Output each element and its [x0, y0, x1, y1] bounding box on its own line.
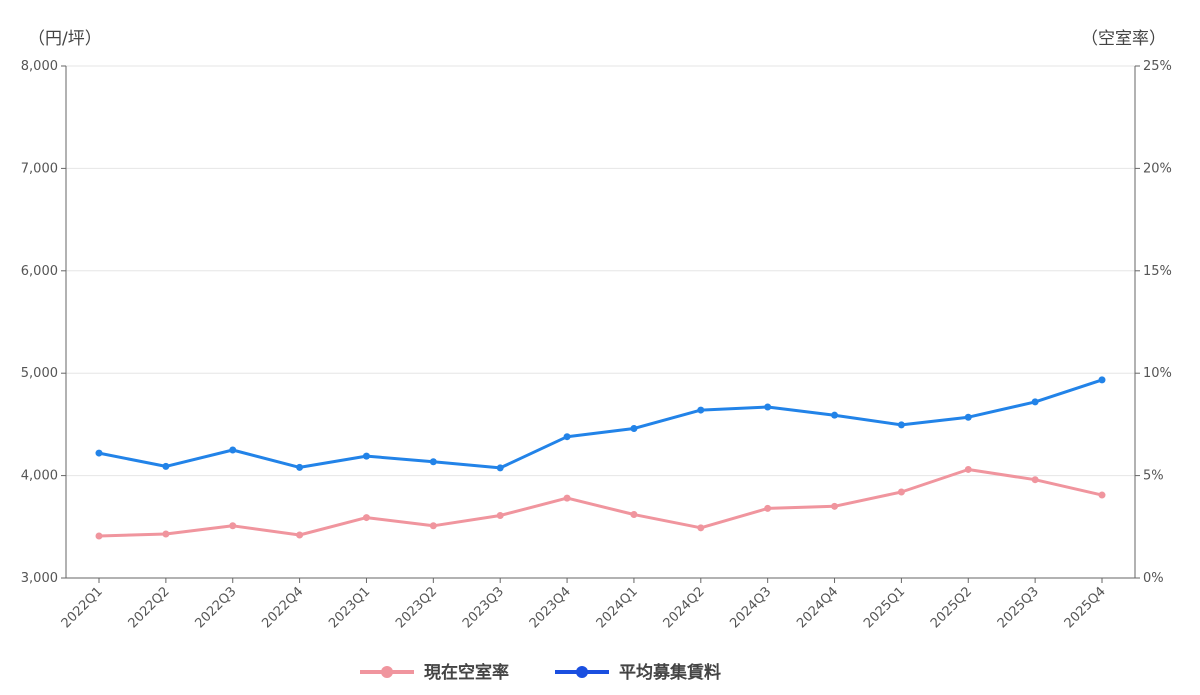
- data-point-vacancy[interactable]: [697, 524, 705, 532]
- x-tick-label: 2025Q1: [861, 584, 908, 631]
- data-point-vacancy[interactable]: [563, 494, 571, 502]
- data-point-vacancy[interactable]: [1098, 491, 1106, 499]
- data-point-rent[interactable]: [630, 424, 638, 432]
- x-tick-label: 2025Q4: [1062, 584, 1109, 631]
- x-tick-label: 2024Q1: [594, 584, 641, 631]
- data-point-rent[interactable]: [1031, 398, 1039, 406]
- data-point-rent[interactable]: [362, 452, 370, 460]
- data-point-vacancy[interactable]: [162, 530, 170, 538]
- right-tick-label: 25%: [1143, 59, 1172, 74]
- right-tick-label: 5%: [1143, 469, 1164, 484]
- left-tick-label: 6,000: [21, 264, 58, 279]
- data-point-rent[interactable]: [496, 464, 504, 472]
- x-tick-label: 2022Q2: [126, 584, 173, 631]
- x-tick-label: 2022Q3: [192, 584, 239, 631]
- left-tick-label: 5,000: [21, 366, 58, 381]
- left-tick-label: 3,000: [21, 571, 58, 586]
- left-axis-unit-label: （円/坪）: [28, 29, 102, 49]
- data-point-rent[interactable]: [964, 413, 972, 421]
- left-tick-label: 4,000: [21, 469, 58, 484]
- series: [95, 376, 1106, 540]
- x-tick-label: 2023Q1: [326, 584, 373, 631]
- x-tick-label: 2022Q4: [259, 584, 306, 631]
- data-point-vacancy[interactable]: [1031, 476, 1039, 484]
- x-tick-label: 2025Q2: [928, 584, 975, 631]
- legend-rent-marker: [576, 666, 588, 678]
- right-tick-label: 0%: [1143, 571, 1164, 586]
- left-tick-label: 7,000: [21, 161, 58, 176]
- x-tick-label: 2024Q3: [727, 584, 774, 631]
- x-ticks: 2022Q1 2022Q2 2022Q3 2022Q4 2023Q1 2023Q2 2023…: [59, 578, 1109, 631]
- data-point-rent[interactable]: [162, 462, 170, 470]
- data-point-rent[interactable]: [1098, 376, 1106, 384]
- legend: 現在空室率 平均募集賃料: [360, 662, 721, 683]
- right-tick-label: 20%: [1143, 161, 1172, 176]
- data-point-rent[interactable]: [95, 449, 103, 457]
- left-tick-label: 8,000: [21, 59, 58, 74]
- right-y-ticks: 0% 5% 10% 15% 20% 25%: [1135, 59, 1172, 586]
- data-point-rent[interactable]: [429, 458, 437, 466]
- right-tick-label: 15%: [1143, 264, 1172, 279]
- x-tick-label: 2024Q2: [661, 584, 708, 631]
- right-tick-label: 10%: [1143, 366, 1172, 381]
- legend-vacancy-marker: [381, 666, 393, 678]
- data-point-vacancy[interactable]: [764, 504, 772, 512]
- x-tick-label: 2024Q4: [794, 584, 841, 631]
- x-tick-label: 2022Q1: [59, 584, 106, 631]
- data-point-vacancy[interactable]: [496, 512, 504, 520]
- data-point-vacancy[interactable]: [429, 522, 437, 530]
- grid: [66, 65, 1135, 477]
- x-tick-label: 2023Q3: [460, 584, 507, 631]
- legend-vacancy-label: 現在空室率: [424, 662, 509, 683]
- data-point-vacancy[interactable]: [362, 514, 370, 522]
- x-tick-label: 2023Q4: [527, 584, 574, 631]
- x-tick-label: 2025Q3: [995, 584, 1042, 631]
- data-point-vacancy[interactable]: [964, 465, 972, 473]
- left-y-ticks: 3,000 4,000 5,000 6,000 7,000 8,000: [21, 59, 66, 586]
- data-point-rent[interactable]: [764, 403, 772, 411]
- data-point-rent[interactable]: [563, 433, 571, 441]
- data-point-vacancy[interactable]: [95, 532, 103, 540]
- data-point-vacancy[interactable]: [831, 502, 839, 510]
- legend-rent-label: 平均募集賃料: [619, 662, 721, 683]
- data-point-rent[interactable]: [296, 463, 304, 471]
- series-line-rent: [98, 378, 1103, 470]
- series-line-vacancy: [98, 468, 1103, 538]
- right-axis-unit-label: （空室率）: [1081, 29, 1166, 49]
- data-point-vacancy[interactable]: [630, 511, 638, 519]
- data-point-vacancy[interactable]: [229, 522, 237, 530]
- data-point-rent[interactable]: [897, 421, 905, 429]
- data-point-rent[interactable]: [697, 406, 705, 414]
- data-point-vacancy[interactable]: [296, 531, 304, 539]
- axes: [65, 66, 1136, 579]
- data-point-rent[interactable]: [831, 411, 839, 419]
- legend-item-rent[interactable]: 平均募集賃料: [555, 662, 721, 683]
- data-point-vacancy[interactable]: [897, 488, 905, 496]
- x-tick-label: 2023Q2: [393, 584, 440, 631]
- legend-item-vacancy[interactable]: 現在空室率: [360, 662, 509, 683]
- data-point-rent[interactable]: [229, 446, 237, 454]
